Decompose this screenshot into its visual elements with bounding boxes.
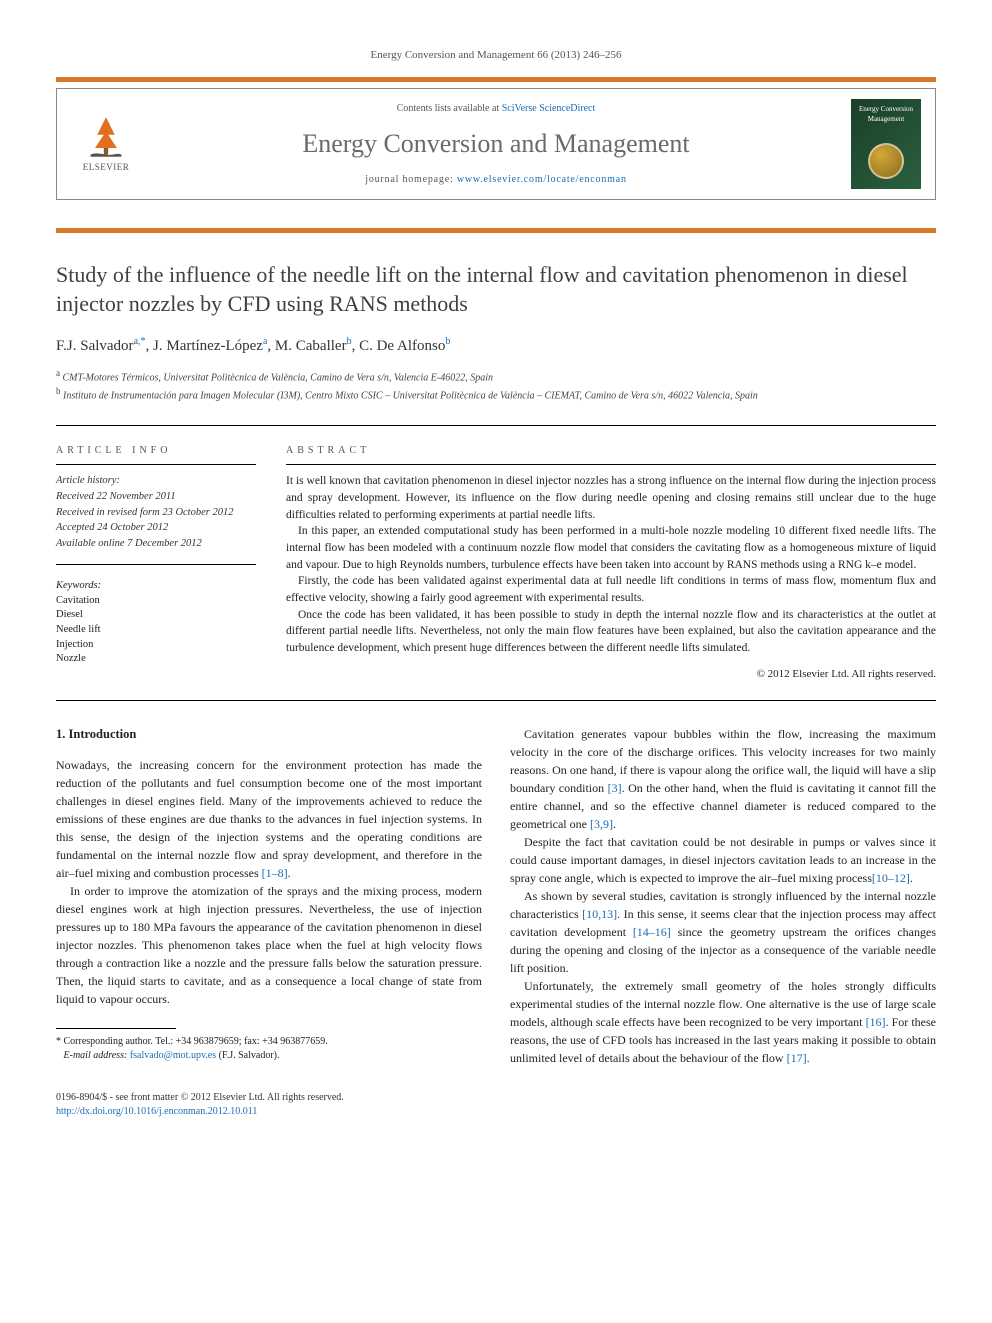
footnote-email-link[interactable]: fsalvado@mot.upv.es bbox=[130, 1050, 216, 1061]
journal-homepage: journal homepage: www.elsevier.com/locat… bbox=[151, 173, 841, 187]
abstract-heading: ABSTRACT bbox=[286, 444, 936, 458]
abstract-rule bbox=[286, 464, 936, 465]
history-online: Available online 7 December 2012 bbox=[56, 536, 256, 552]
citation-line: Energy Conversion and Management 66 (201… bbox=[56, 48, 936, 63]
affiliations: a CMT-Motores Térmicos, Universitat Poli… bbox=[56, 367, 936, 404]
elsevier-tree-icon bbox=[84, 115, 128, 159]
rule-below-abstract bbox=[56, 700, 936, 701]
page-footer: 0196-8904/$ - see front matter © 2012 El… bbox=[56, 1091, 936, 1119]
contents-prefix: Contents lists available at bbox=[397, 103, 502, 114]
author-4-affil: b bbox=[445, 336, 450, 347]
article-history: Article history: Received 22 November 20… bbox=[56, 473, 256, 552]
body-p6-end: . bbox=[807, 1051, 810, 1065]
history-accepted: Accepted 24 October 2012 bbox=[56, 520, 256, 536]
article-title: Study of the influence of the needle lif… bbox=[56, 261, 936, 318]
footer-copyright: 0196-8904/$ - see front matter © 2012 El… bbox=[56, 1091, 344, 1105]
body-p2: In order to improve the atomization of t… bbox=[56, 882, 482, 1008]
ref-link[interactable]: [16] bbox=[866, 1015, 886, 1029]
ref-link[interactable]: [10,13] bbox=[582, 907, 617, 921]
kw-rule bbox=[56, 564, 256, 565]
affil-a-sup: a bbox=[56, 368, 60, 378]
body-p1-end: . bbox=[288, 866, 291, 880]
publisher-logo: ELSEVIER bbox=[71, 109, 141, 179]
top-orange-rule bbox=[56, 77, 936, 82]
abstract-copyright: © 2012 Elsevier Ltd. All rights reserved… bbox=[286, 667, 936, 682]
keyword: Cavitation bbox=[56, 594, 256, 609]
body-columns: 1. Introduction Nowadays, the increasing… bbox=[56, 725, 936, 1067]
author-1: F.J. Salvador bbox=[56, 338, 134, 354]
history-revised: Received in revised form 23 October 2012 bbox=[56, 505, 256, 521]
cover-globe-icon bbox=[868, 143, 904, 179]
author-3: , M. Caballer bbox=[267, 338, 346, 354]
history-received: Received 22 November 2011 bbox=[56, 489, 256, 505]
footnote: * Corresponding author. Tel.: +34 963879… bbox=[56, 1035, 482, 1063]
body-p3: Cavitation generates vapour bubbles with… bbox=[510, 725, 936, 833]
abstract-p4: Once the code has been validated, it has… bbox=[286, 607, 936, 657]
body-p1-text: Nowadays, the increasing concern for the… bbox=[56, 758, 482, 880]
footnote-email-who: (F.J. Salvador). bbox=[216, 1050, 279, 1061]
footnote-text: Corresponding author. Tel.: +34 96387965… bbox=[61, 1036, 328, 1047]
body-p1: Nowadays, the increasing concern for the… bbox=[56, 756, 482, 882]
keywords-label: Keywords: bbox=[56, 579, 256, 594]
abstract-body: It is well known that cavitation phenome… bbox=[286, 473, 936, 656]
body-p3-end: . bbox=[613, 817, 616, 831]
keywords-block: Keywords: Cavitation Diesel Needle lift … bbox=[56, 579, 256, 667]
ref-link[interactable]: [1–8] bbox=[262, 866, 288, 880]
section-heading-1: 1. Introduction bbox=[56, 725, 482, 744]
footnote-email-label: E-mail address: bbox=[64, 1050, 130, 1061]
journal-cover: Energy Conversion Management bbox=[851, 99, 921, 189]
body-p5: As shown by several studies, cavitation … bbox=[510, 887, 936, 977]
authors-line: F.J. Salvadora,*, J. Martínez-Lópeza, M.… bbox=[56, 335, 936, 357]
keyword: Needle lift bbox=[56, 623, 256, 638]
ref-link[interactable]: [3,9] bbox=[590, 817, 613, 831]
keyword: Diesel bbox=[56, 608, 256, 623]
ref-link[interactable]: [3] bbox=[608, 781, 622, 795]
cover-title: Energy Conversion Management bbox=[851, 105, 921, 125]
affil-b-sup: b bbox=[56, 386, 61, 396]
history-label: Article history: bbox=[56, 473, 256, 489]
author-2: , J. Martínez-López bbox=[146, 338, 263, 354]
contents-available: Contents lists available at SciVerse Sci… bbox=[151, 102, 841, 116]
affil-a: CMT-Motores Térmicos, Universitat Politè… bbox=[63, 372, 494, 383]
author-1-affil: a, bbox=[134, 336, 141, 347]
homepage-link[interactable]: www.elsevier.com/locate/enconman bbox=[457, 174, 627, 185]
rule-above-abstract bbox=[56, 425, 936, 426]
homepage-prefix: journal homepage: bbox=[365, 174, 457, 185]
keyword: Injection bbox=[56, 638, 256, 653]
affil-b: Instituto de Instrumentación para Imagen… bbox=[63, 390, 758, 401]
ref-link[interactable]: [14–16] bbox=[633, 925, 671, 939]
abstract-p1: It is well known that cavitation phenome… bbox=[286, 473, 936, 523]
article-info-heading: ARTICLE INFO bbox=[56, 444, 256, 458]
footnote-rule bbox=[56, 1028, 176, 1029]
sciencedirect-link[interactable]: SciVerse ScienceDirect bbox=[502, 103, 596, 114]
body-p4-end: . bbox=[910, 871, 913, 885]
ref-link[interactable]: [10–12] bbox=[872, 871, 910, 885]
author-4: , C. De Alfonso bbox=[352, 338, 446, 354]
keyword: Nozzle bbox=[56, 652, 256, 667]
journal-name: Energy Conversion and Management bbox=[151, 126, 841, 162]
publisher-name: ELSEVIER bbox=[83, 161, 130, 174]
bottom-orange-rule bbox=[56, 228, 936, 233]
abstract-p2: In this paper, an extended computational… bbox=[286, 523, 936, 573]
ref-link[interactable]: [17] bbox=[787, 1051, 807, 1065]
body-p6: Unfortunately, the extremely small geome… bbox=[510, 977, 936, 1067]
journal-header: ELSEVIER Contents lists available at Sci… bbox=[56, 88, 936, 200]
abstract-p3: Firstly, the code has been validated aga… bbox=[286, 573, 936, 606]
doi-link[interactable]: http://dx.doi.org/10.1016/j.enconman.201… bbox=[56, 1106, 257, 1117]
info-rule bbox=[56, 464, 256, 465]
body-p4: Despite the fact that cavitation could b… bbox=[510, 833, 936, 887]
